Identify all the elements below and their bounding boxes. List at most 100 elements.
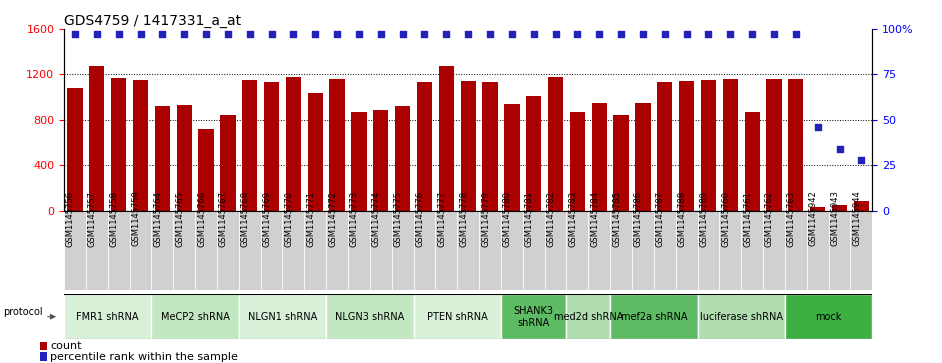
Point xyxy=(548,32,563,37)
Bar xyxy=(701,80,716,211)
Bar xyxy=(482,82,497,211)
Point xyxy=(330,32,345,37)
Point xyxy=(570,32,585,37)
Bar xyxy=(195,211,217,290)
Bar xyxy=(544,211,566,290)
Text: GSM1145769: GSM1145769 xyxy=(263,191,271,246)
Text: GSM1145761: GSM1145761 xyxy=(743,191,752,246)
Text: GSM1145772: GSM1145772 xyxy=(328,191,337,246)
Text: GSM1145779: GSM1145779 xyxy=(481,191,490,246)
Point xyxy=(853,157,869,163)
Bar xyxy=(829,211,851,290)
Text: GSM1145943: GSM1145943 xyxy=(831,191,839,246)
Point xyxy=(154,32,170,37)
Bar xyxy=(767,79,782,211)
Text: GSM1145944: GSM1145944 xyxy=(853,191,861,246)
Text: med2d shRNA: med2d shRNA xyxy=(554,312,623,322)
Bar xyxy=(504,104,519,211)
Bar xyxy=(548,77,563,211)
Point xyxy=(395,32,410,37)
Bar xyxy=(479,211,501,290)
Bar xyxy=(613,115,628,211)
Bar xyxy=(501,294,566,339)
Text: GSM1145762: GSM1145762 xyxy=(765,191,774,246)
Text: GSM1145942: GSM1145942 xyxy=(808,191,818,246)
Bar xyxy=(435,211,457,290)
Bar xyxy=(806,211,829,290)
Bar xyxy=(635,103,651,211)
Point xyxy=(504,32,519,37)
Text: GSM1145784: GSM1145784 xyxy=(591,191,599,246)
Bar xyxy=(239,294,326,339)
Bar xyxy=(220,115,236,211)
Bar xyxy=(304,211,326,290)
Text: GDS4759 / 1417331_a_at: GDS4759 / 1417331_a_at xyxy=(64,14,241,28)
Point xyxy=(810,124,825,130)
Text: GSM1145788: GSM1145788 xyxy=(677,191,687,246)
Text: GSM1145776: GSM1145776 xyxy=(415,191,425,246)
Bar xyxy=(64,211,86,290)
Text: GSM1145768: GSM1145768 xyxy=(241,191,250,246)
Point xyxy=(527,32,542,37)
Bar xyxy=(763,211,785,290)
Text: protocol: protocol xyxy=(3,307,42,317)
Bar xyxy=(239,211,261,290)
Text: count: count xyxy=(50,341,81,351)
Bar xyxy=(199,129,214,211)
Bar xyxy=(675,211,697,290)
Text: mef2a shRNA: mef2a shRNA xyxy=(621,312,687,322)
Point xyxy=(242,32,257,37)
Text: luciferase shRNA: luciferase shRNA xyxy=(700,312,783,322)
Point xyxy=(68,32,83,37)
Text: GSM1145774: GSM1145774 xyxy=(372,191,381,246)
Bar xyxy=(133,79,148,211)
Text: GSM1145780: GSM1145780 xyxy=(503,191,512,246)
Point xyxy=(417,32,432,37)
Bar xyxy=(853,201,869,211)
Point xyxy=(658,32,673,37)
Text: SHANK3
shRNA: SHANK3 shRNA xyxy=(513,306,554,327)
Text: NLGN3 shRNA: NLGN3 shRNA xyxy=(335,312,404,322)
Bar xyxy=(570,112,585,211)
Bar xyxy=(610,211,632,290)
Bar xyxy=(788,79,804,211)
Bar xyxy=(810,207,825,211)
Bar xyxy=(566,294,610,339)
Point xyxy=(767,32,782,37)
Bar xyxy=(785,294,872,339)
Bar xyxy=(261,211,283,290)
Text: PTEN shRNA: PTEN shRNA xyxy=(427,312,488,322)
Bar xyxy=(283,211,304,290)
Point xyxy=(285,32,300,37)
Point xyxy=(832,146,847,152)
Text: GSM1145785: GSM1145785 xyxy=(612,191,621,246)
Point xyxy=(264,32,279,37)
Point xyxy=(636,32,651,37)
Bar xyxy=(501,211,523,290)
Bar xyxy=(154,106,170,211)
Bar xyxy=(832,205,847,211)
Bar xyxy=(679,81,694,211)
Bar xyxy=(417,82,432,211)
Text: GSM1145766: GSM1145766 xyxy=(197,191,206,246)
Point xyxy=(373,32,388,37)
Bar xyxy=(370,211,392,290)
Bar xyxy=(566,211,589,290)
Bar xyxy=(744,112,760,211)
Text: GSM1145773: GSM1145773 xyxy=(349,191,359,246)
Point xyxy=(723,32,738,37)
Bar xyxy=(720,211,741,290)
Bar xyxy=(111,78,126,211)
Bar xyxy=(785,211,806,290)
Bar xyxy=(523,211,544,290)
Bar xyxy=(107,211,130,290)
Bar xyxy=(589,211,610,290)
Text: MeCP2 shRNA: MeCP2 shRNA xyxy=(161,312,230,322)
Bar xyxy=(461,81,476,211)
Text: GSM1145767: GSM1145767 xyxy=(219,191,228,246)
Text: GSM1145782: GSM1145782 xyxy=(546,191,556,246)
Bar xyxy=(697,211,720,290)
Bar xyxy=(264,82,279,211)
Bar xyxy=(632,211,654,290)
Bar xyxy=(439,66,454,211)
